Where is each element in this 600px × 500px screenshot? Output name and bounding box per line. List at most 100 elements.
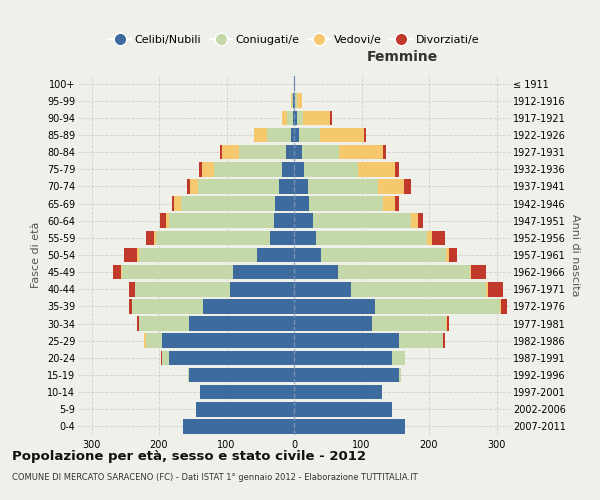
Bar <box>145 230 154 245</box>
Bar <box>121 265 122 280</box>
Bar <box>331 110 332 125</box>
Bar <box>501 299 506 314</box>
Bar <box>433 230 445 245</box>
Bar <box>308 179 379 194</box>
Bar <box>294 282 352 296</box>
Bar <box>487 282 488 296</box>
Bar <box>447 316 449 331</box>
Bar <box>169 214 274 228</box>
Bar <box>302 145 339 160</box>
Bar <box>371 316 446 331</box>
Bar <box>364 128 365 142</box>
Bar <box>155 230 271 245</box>
Bar <box>392 350 406 365</box>
Bar <box>471 265 486 280</box>
Bar <box>160 214 166 228</box>
Bar <box>321 248 446 262</box>
Bar <box>411 214 418 228</box>
Bar <box>294 230 316 245</box>
Bar <box>137 248 139 262</box>
Bar <box>294 94 295 108</box>
Bar <box>294 179 308 194</box>
Bar <box>404 179 411 194</box>
Bar <box>418 214 423 228</box>
Bar <box>139 248 257 262</box>
Bar <box>294 214 313 228</box>
Bar <box>290 128 294 142</box>
Bar <box>383 145 386 160</box>
Bar <box>267 128 290 142</box>
Bar <box>293 110 294 125</box>
Bar <box>379 179 404 194</box>
Bar <box>254 128 267 142</box>
Bar <box>395 196 398 211</box>
Bar <box>375 299 500 314</box>
Bar <box>274 214 294 228</box>
Bar <box>271 230 294 245</box>
Bar <box>290 94 292 108</box>
Bar <box>304 162 358 176</box>
Bar <box>190 316 294 331</box>
Bar <box>294 385 382 400</box>
Bar <box>299 128 320 142</box>
Bar <box>169 350 294 365</box>
Bar <box>199 385 294 400</box>
Text: Popolazione per età, sesso e stato civile - 2012: Popolazione per età, sesso e stato civil… <box>12 450 366 463</box>
Bar <box>443 334 445 348</box>
Bar <box>294 76 295 91</box>
Bar <box>446 248 449 262</box>
Bar <box>294 419 406 434</box>
Bar <box>294 316 371 331</box>
Bar <box>196 402 294 416</box>
Bar <box>145 334 163 348</box>
Bar <box>398 334 443 348</box>
Bar <box>293 94 294 108</box>
Bar <box>294 196 309 211</box>
Bar <box>296 94 302 108</box>
Bar <box>446 316 447 331</box>
Bar <box>198 179 279 194</box>
Bar <box>275 196 294 211</box>
Bar <box>339 145 383 160</box>
Bar <box>304 110 331 125</box>
Text: COMUNE DI MERCATO SARACENO (FC) - Dati ISTAT 1° gennaio 2012 - Elaborazione TUTT: COMUNE DI MERCATO SARACENO (FC) - Dati I… <box>12 472 418 482</box>
Bar <box>338 265 470 280</box>
Bar <box>230 282 294 296</box>
Bar <box>352 282 487 296</box>
Y-axis label: Anni di nascita: Anni di nascita <box>569 214 580 296</box>
Bar <box>190 368 294 382</box>
Bar <box>294 334 398 348</box>
Bar <box>166 214 169 228</box>
Bar <box>113 265 121 280</box>
Bar <box>296 110 304 125</box>
Bar <box>154 230 155 245</box>
Bar <box>144 334 145 348</box>
Bar <box>163 334 294 348</box>
Bar <box>295 94 297 108</box>
Bar <box>257 248 294 262</box>
Bar <box>282 162 294 176</box>
Bar <box>220 145 222 160</box>
Bar <box>287 110 293 125</box>
Bar <box>320 128 364 142</box>
Bar <box>282 110 287 125</box>
Bar <box>137 316 139 331</box>
Bar <box>279 179 294 194</box>
Bar <box>294 248 321 262</box>
Bar <box>132 299 203 314</box>
Bar <box>294 145 302 160</box>
Bar <box>294 162 304 176</box>
Bar <box>488 282 503 296</box>
Bar <box>239 145 286 160</box>
Bar <box>294 368 398 382</box>
Bar <box>222 145 239 160</box>
Bar <box>383 196 395 211</box>
Bar <box>427 230 433 245</box>
Bar <box>313 214 411 228</box>
Text: Femmine: Femmine <box>367 50 437 64</box>
Bar <box>182 419 294 434</box>
Bar <box>292 94 293 108</box>
Bar <box>122 265 233 280</box>
Bar <box>294 299 375 314</box>
Bar <box>500 299 501 314</box>
